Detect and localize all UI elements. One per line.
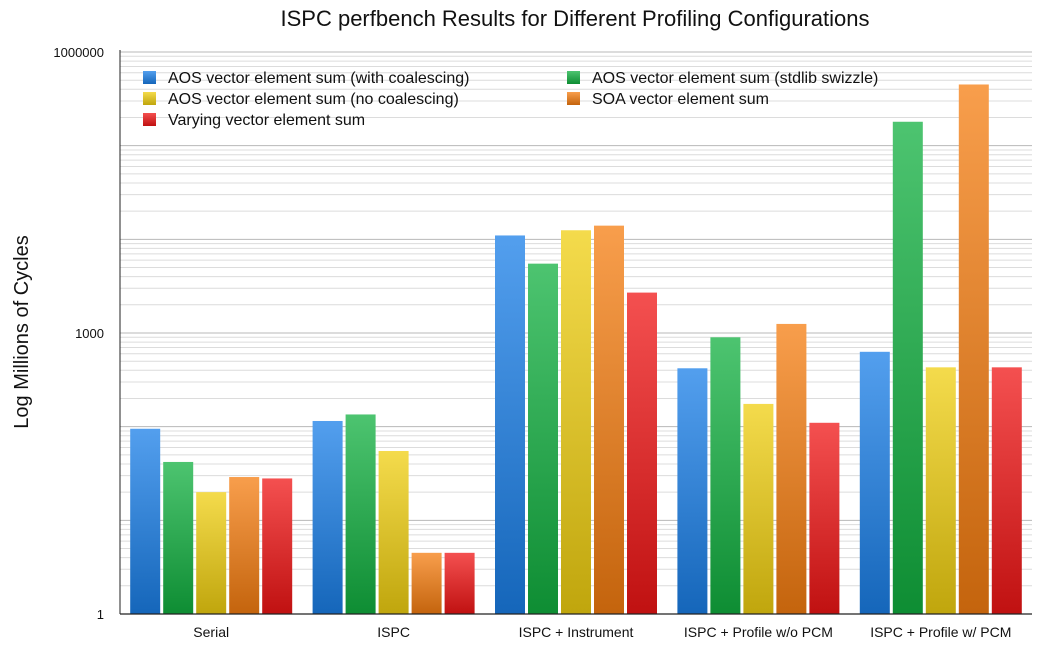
chart-title: ISPC perfbench Results for Different Pro… [281,6,870,31]
bar [710,337,741,614]
axes [119,50,1032,615]
bar [958,84,989,615]
legend-item: SOA vector element sum [567,91,769,108]
y-axis-label: Log Millions of Cycles [11,235,33,428]
bar [925,367,956,614]
x-tick-label: ISPC + Instrument [519,624,634,640]
legend-label: AOS vector element sum (with coalescing) [168,70,469,87]
bar [229,477,260,614]
legend-item: AOS vector element sum (stdlib swizzle) [567,70,878,87]
bar [444,552,475,614]
bar [892,121,923,615]
legend-swatch [143,92,156,105]
bar [163,461,194,614]
x-tick-labels: Serial ISPC ISPC + Instrument ISPC + Profil… [193,624,1011,640]
bar [345,414,376,614]
bar [495,235,525,614]
legend-item: AOS vector element sum (no coalescing) [143,91,459,108]
bar [561,230,591,614]
bar [378,450,409,614]
legend-label: AOS vector element sum (no coalescing) [168,91,459,108]
bar [809,422,840,614]
legend-swatch [143,113,156,126]
bars [130,84,1022,615]
y-tick-label: 1000 [75,326,104,341]
legend-label: Varying vector element sum [168,112,365,129]
bar [312,420,343,614]
bar [594,225,624,615]
bar [677,368,708,614]
bar [262,478,293,614]
bar [991,367,1022,614]
legend-label: AOS vector element sum (stdlib swizzle) [592,70,878,87]
y-tick-label: 1 [97,607,104,622]
x-tick-label: ISPC [377,624,410,640]
bar [411,552,442,614]
legend-swatch [567,71,580,84]
legend-label: SOA vector element sum [592,91,769,108]
bar [859,351,890,614]
bar [743,403,774,614]
x-tick-label: Serial [193,624,229,640]
x-tick-label: ISPC + Profile w/ PCM [870,624,1011,640]
bar [528,263,558,614]
legend-swatch [567,92,580,105]
bar [196,492,227,614]
bar [776,323,807,614]
legend-item: AOS vector element sum (with coalescing) [143,70,469,87]
x-tick-label: ISPC + Profile w/o PCM [684,624,833,640]
legend-item: Varying vector element sum [143,112,365,129]
bar [627,292,657,614]
y-tick-labels: 1 1000 1000000 [53,45,104,622]
legend: AOS vector element sum (with coalescing)… [143,70,878,129]
bar [130,428,161,614]
legend-swatch [143,71,156,84]
y-tick-label: 1000000 [53,45,104,60]
